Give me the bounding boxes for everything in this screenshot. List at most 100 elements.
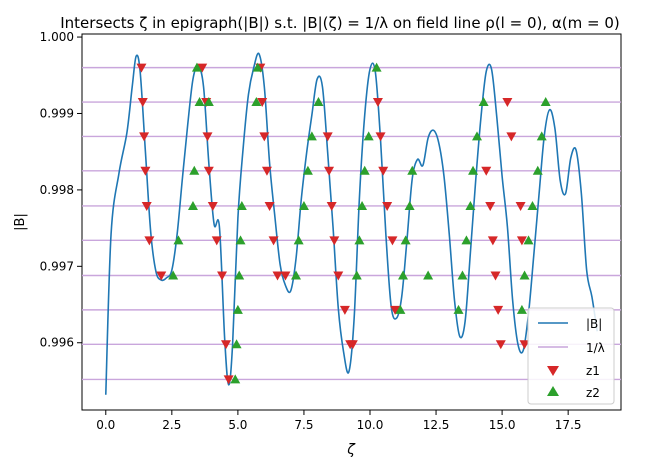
y-axis: 0.996 0.997 0.998 0.999 1.000 bbox=[40, 30, 82, 350]
z1-marker bbox=[140, 166, 151, 176]
z1-marker bbox=[197, 63, 208, 73]
legend-z1-marker bbox=[547, 366, 559, 376]
x-axis-label: ζ bbox=[346, 442, 356, 458]
chart-title: Intersects ζ in epigraph(|B|) s.t. |B|(ζ… bbox=[60, 14, 620, 32]
z1-marker bbox=[487, 236, 498, 246]
z2-marker bbox=[251, 97, 262, 107]
z2-marker bbox=[252, 62, 263, 72]
y-tick-label: 0.996 bbox=[40, 336, 74, 350]
z2-markers bbox=[168, 62, 551, 384]
legend-box bbox=[527, 307, 615, 405]
z2-marker bbox=[236, 200, 247, 210]
legend: |B| 1/λ z1 z2 bbox=[527, 307, 615, 405]
z2-marker bbox=[306, 131, 317, 141]
z1-marker bbox=[490, 271, 501, 281]
z1-marker bbox=[387, 236, 398, 246]
z1-marker bbox=[495, 340, 506, 350]
z1-marker bbox=[272, 271, 283, 281]
z1-marker bbox=[223, 375, 234, 385]
z1-marker bbox=[339, 305, 350, 315]
z1-marker bbox=[202, 132, 213, 142]
z2-marker bbox=[536, 131, 547, 141]
x-tick-label: 0.0 bbox=[96, 418, 115, 432]
z1-marker bbox=[211, 236, 222, 246]
z1-marker bbox=[156, 271, 167, 281]
legend-label-z1: z1 bbox=[586, 364, 600, 378]
z1-marker bbox=[144, 236, 155, 246]
z2-marker bbox=[313, 97, 324, 107]
legend-label-b: |B| bbox=[586, 317, 602, 331]
plot-frame bbox=[81, 33, 622, 411]
z2-marker bbox=[404, 200, 415, 210]
z1-marker bbox=[264, 201, 275, 211]
z2-marker bbox=[540, 97, 551, 107]
z2-marker bbox=[457, 270, 468, 280]
x-tick-label: 5.0 bbox=[228, 418, 247, 432]
y-tick-label: 0.999 bbox=[40, 106, 74, 120]
z1-marker bbox=[268, 236, 279, 246]
z2-marker bbox=[354, 235, 365, 245]
z1-marker bbox=[137, 98, 148, 108]
z1-marker bbox=[375, 132, 386, 142]
z2-marker bbox=[189, 165, 200, 175]
z2-marker bbox=[194, 97, 205, 107]
z2-marker bbox=[302, 165, 313, 175]
z2-marker bbox=[468, 165, 479, 175]
z1-marker bbox=[136, 63, 147, 73]
z2-marker bbox=[363, 131, 374, 141]
z2-marker bbox=[398, 270, 409, 280]
z2-marker bbox=[231, 339, 242, 349]
z2-marker bbox=[351, 270, 362, 280]
z1-marker bbox=[217, 271, 228, 281]
z1-marker bbox=[280, 271, 291, 281]
z2-marker bbox=[232, 304, 243, 314]
z1-marker bbox=[324, 166, 335, 176]
x-tick-label: 2.5 bbox=[162, 418, 181, 432]
plot-area bbox=[81, 33, 622, 411]
z2-marker bbox=[532, 165, 543, 175]
y-tick-label: 1.000 bbox=[40, 30, 74, 44]
z2-marker bbox=[173, 235, 184, 245]
z2-marker bbox=[472, 131, 483, 141]
z1-marker bbox=[333, 271, 344, 281]
z1-marker bbox=[347, 340, 358, 350]
z2-marker bbox=[519, 270, 530, 280]
y-tick-label: 0.997 bbox=[40, 259, 74, 273]
z1-marker bbox=[207, 201, 218, 211]
legend-label-inv-lambda: 1/λ bbox=[586, 341, 605, 355]
z1-marker bbox=[139, 132, 150, 142]
z2-marker bbox=[407, 165, 418, 175]
z1-marker bbox=[519, 340, 530, 350]
z1-marker bbox=[329, 236, 340, 246]
z2-marker bbox=[235, 235, 246, 245]
z2-marker bbox=[230, 374, 241, 384]
z1-marker bbox=[259, 132, 270, 142]
y-tick-label: 0.998 bbox=[40, 183, 74, 197]
z1-marker bbox=[515, 201, 526, 211]
x-tick-label: 12.5 bbox=[423, 418, 450, 432]
z2-marker bbox=[527, 200, 538, 210]
z2-marker bbox=[291, 270, 302, 280]
x-tick-label: 7.5 bbox=[294, 418, 313, 432]
z1-marker bbox=[220, 340, 231, 350]
z1-marker bbox=[493, 305, 504, 315]
x-tick-label: 17.5 bbox=[555, 418, 582, 432]
z1-marker bbox=[481, 166, 492, 176]
z2-marker bbox=[423, 270, 434, 280]
z2-marker bbox=[478, 97, 489, 107]
z1-marker bbox=[372, 98, 383, 108]
x-axis: 0.0 2.5 5.0 7.5 10.0 12.5 15.0 17.5 bbox=[96, 410, 582, 432]
y-axis-label: |B| bbox=[13, 213, 28, 231]
z1-marker bbox=[502, 98, 513, 108]
legend-label-z2: z2 bbox=[586, 386, 600, 400]
z1-marker bbox=[261, 166, 272, 176]
legend-z2-marker bbox=[547, 386, 559, 396]
z1-marker bbox=[257, 98, 268, 108]
z2-marker bbox=[203, 97, 214, 107]
z1-marker bbox=[378, 166, 389, 176]
z1-marker bbox=[141, 201, 152, 211]
z1-marker bbox=[516, 236, 527, 246]
z2-marker bbox=[516, 304, 527, 314]
x-tick-label: 15.0 bbox=[489, 418, 516, 432]
